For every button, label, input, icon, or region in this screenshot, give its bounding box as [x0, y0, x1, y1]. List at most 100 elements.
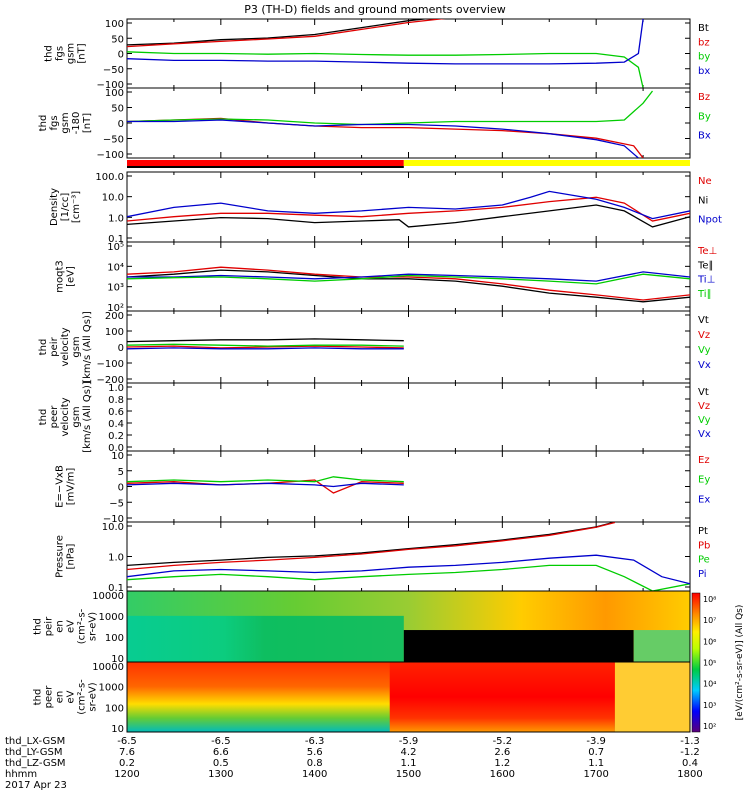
x-row-value: 0.5 [213, 758, 229, 769]
y-axis-label: thd [44, 45, 55, 62]
y-tick-label: 1.0 [108, 213, 124, 224]
legend-Pe: Pe [698, 555, 710, 566]
x-row-label: thd_LZ-GSM [5, 758, 66, 769]
series-Ex-line [127, 482, 404, 488]
series-Pi-line [127, 554, 690, 585]
y-tick-label: 100 [105, 633, 124, 644]
x-row-value: -1.3 [680, 736, 700, 747]
series-group [127, 266, 690, 303]
series-group [127, 338, 404, 350]
y-axis-label: [km/s (All Qs)] [82, 381, 93, 453]
figure-title: P3 (TH-D) fields and ground moments over… [244, 3, 506, 16]
x-row-value: 5.6 [307, 747, 323, 758]
legend-bx: bx [698, 66, 710, 77]
colorbar-tick-label: 10⁵ [703, 659, 716, 668]
x-row-value: 1500 [396, 769, 421, 780]
y-tick-label: −50 [103, 65, 124, 76]
legend-Ez: Ez [698, 455, 710, 466]
y-tick-label: 1000 [99, 683, 124, 694]
colorbar-tick-label: 10⁶ [703, 637, 716, 646]
series-Vy-line [127, 343, 404, 347]
y-axis-label: E=−VxB [55, 465, 66, 508]
y-axis-label: [cm⁻³] [71, 191, 82, 223]
y-tick-label: 10.0 [102, 522, 124, 533]
y-tick-label: −50 [103, 135, 124, 146]
legend-by: by [698, 52, 710, 63]
series-Ez-line [127, 479, 404, 494]
panel-fgs_gse: 100 50 0 −50 −100 thd fgs gsm -180 [nT] Bz By Bx [38, 87, 711, 161]
y-axis-label: gsm [60, 112, 71, 133]
legend-Pb: Pb [698, 540, 710, 551]
y-tick-label: 1.0 [108, 383, 124, 394]
y-axis-label: peir [44, 616, 55, 636]
legend-Pi: Pi [698, 569, 707, 580]
series-group [127, 476, 404, 494]
legend-Ti: Ti∥ [697, 289, 712, 300]
legend-Te: Te∥ [697, 260, 714, 271]
y-axis-label: thd [38, 339, 49, 356]
legend-Ex: Ex [698, 494, 710, 505]
colorbar-tick-label: 10⁴ [703, 680, 716, 689]
x-row-value: 1400 [302, 769, 327, 780]
x-row-value: 0.2 [119, 758, 135, 769]
y-axis-label: [mV/m] [66, 468, 77, 506]
y-axis-label: eV [66, 690, 77, 703]
y-tick-label: 10⁴ [107, 262, 124, 273]
y-tick-label: 50 [111, 34, 124, 45]
legend-Pt: Pt [698, 526, 708, 537]
x-row-value: 0.7 [588, 747, 604, 758]
y-tick-label: −10 [103, 514, 124, 525]
series-Ni-line [127, 204, 690, 228]
x-row-label: thd_LX-GSM [5, 736, 65, 747]
x-row-value: 7.6 [119, 747, 135, 758]
y-tick-label: 10 [111, 451, 124, 462]
y-tick-label: −5 [109, 498, 124, 509]
series-Te-line [127, 269, 690, 303]
legend-Vt: Vt [698, 315, 709, 326]
y-axis-label: (cm²-s- [77, 608, 88, 644]
series-Pb-line [127, 522, 616, 571]
panel-peer_velocity: 1.00.80.60.40.20.0 thd peer velocity gsm [km/… [38, 381, 711, 454]
x-row-value: 6.6 [213, 747, 229, 758]
mode-bar-fast-survey [403, 160, 690, 166]
y-tick-label: 100 [105, 703, 124, 714]
legend-Vx: Vx [698, 360, 711, 371]
y-tick-label: −200 [97, 375, 124, 386]
legend-bz: bz [698, 37, 710, 48]
mode-bar-underline [127, 166, 404, 168]
colorbar-tick-label: 10² [703, 722, 716, 731]
y-axis-label: Pressure [55, 535, 66, 578]
y-tick-label: 0 [118, 50, 124, 61]
spectrogram-hot [389, 662, 615, 732]
y-tick-label: 0.6 [108, 407, 124, 418]
series-By-line [127, 90, 654, 126]
y-axis-label: peir [49, 336, 60, 356]
y-axis-label: [nT] [82, 113, 93, 133]
colorbar-tick-label: 10³ [703, 701, 716, 710]
spectrogram-low-energy [127, 615, 404, 662]
y-axis-label: velocity [60, 327, 71, 366]
series-group [127, 522, 690, 591]
legend-Bx: Bx [698, 131, 711, 142]
spectrogram-tail [614, 662, 690, 732]
y-axis-label: [nPa] [66, 543, 77, 569]
legend-Bz: Bz [698, 92, 710, 103]
y-axis-label: [nT] [77, 43, 88, 63]
legend-Ey: Ey [698, 475, 710, 486]
series-Bt-line [127, 19, 430, 46]
x-row-value: 2.6 [494, 747, 510, 758]
y-axis-label: gsm [66, 43, 77, 64]
series-Vt-line [127, 338, 404, 343]
y-axis-label: [km/s (All Qs)] [82, 311, 93, 383]
x-row-value: 1.2 [494, 758, 510, 769]
y-tick-label: −100 [97, 80, 124, 91]
series-Vz-line [127, 345, 404, 349]
series-Vx-line [127, 347, 404, 350]
x-row-value: -6.5 [117, 736, 137, 747]
series-group [127, 190, 690, 228]
y-tick-label: 0 [118, 343, 124, 354]
y-tick-label: 10³ [107, 283, 124, 294]
x-row-value: 0.4 [682, 758, 698, 769]
series-group [127, 19, 644, 88]
y-axis-label: sr-eV) [88, 682, 99, 711]
